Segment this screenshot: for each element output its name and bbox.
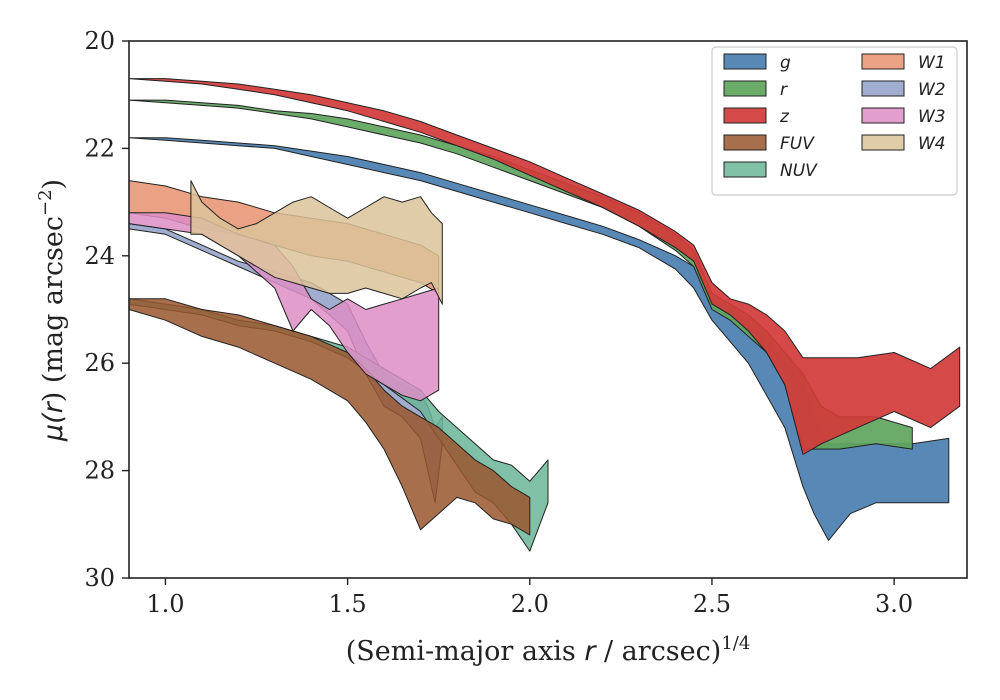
y-tick-label: 26: [84, 349, 115, 377]
legend-label-w2: W2: [918, 80, 946, 100]
x-axis-label-sup: 1/4: [721, 633, 750, 654]
y-tick-label: 30: [84, 564, 115, 592]
legend-label-w4: W4: [918, 134, 946, 154]
legend: grz FUV NUV W1 W2 W3 W4: [711, 46, 958, 196]
x-tick-label: 2.0: [511, 590, 549, 618]
x-axis-label-main: (Semi-major axis: [346, 636, 585, 667]
x-axis-label-var: r: [584, 636, 597, 667]
x-tick-label: 3.0: [875, 590, 913, 618]
series-band-fuv: [128, 298, 531, 536]
legend-label-nuv: NUV: [780, 161, 818, 181]
legend-label-fuv: FUV: [780, 134, 815, 154]
y-axis-label-end: ): [38, 179, 69, 190]
x-axis-label: (Semi-major axis r / arcsec)1/4: [346, 633, 751, 667]
plot-frame: [128, 40, 968, 579]
x-axis: 1.0 1.5 2.0 2.5 3.0: [146, 578, 913, 618]
y-axis-label-rest: ) (mag arcsec: [38, 216, 69, 402]
y-axis-label-sup: −2: [35, 189, 56, 216]
y-tick-label: 22: [84, 134, 115, 162]
y-axis-label: μ(r) (mag arcsec−2): [35, 179, 69, 442]
x-axis-label-rest: / arcsec): [595, 636, 721, 667]
legend-item-z: z: [723, 107, 790, 127]
legend-label-w3: W3: [918, 107, 946, 127]
legend-swatch-w2: [861, 80, 905, 97]
legend-swatch-fuv: [723, 134, 767, 151]
legend-item-w3: W3: [861, 107, 946, 127]
series-band-z: [128, 78, 961, 455]
legend-swatch-w3: [861, 107, 905, 124]
y-axis-label-mu: μ(: [38, 412, 69, 442]
x-tick-label: 2.5: [693, 590, 731, 618]
y-tick-label: 20: [84, 27, 115, 55]
legend-entries: grz FUV NUV W1 W2 W3 W4: [723, 53, 946, 181]
legend-label-g: g: [780, 53, 791, 73]
legend-item-w1: W1: [861, 53, 946, 73]
legend-item-w4: W4: [861, 134, 946, 154]
legend-label-r: r: [780, 80, 788, 100]
y-axis-label-var: r: [38, 400, 69, 413]
legend-swatch-w4: [861, 134, 905, 151]
legend-item-nuv: NUV: [723, 161, 818, 181]
series-band-g: [128, 137, 950, 541]
legend-swatch-g: [723, 53, 767, 70]
series-layer: [128, 78, 961, 552]
legend-swatch-z: [723, 107, 767, 124]
x-tick-label: 1.5: [329, 590, 367, 618]
series-band-w4: [190, 180, 443, 305]
legend-label-w1: W1: [918, 53, 946, 73]
legend-item-fuv: FUV: [723, 134, 815, 154]
legend-item-w2: W2: [861, 80, 946, 100]
legend-label-z: z: [779, 107, 790, 127]
legend-swatch-r: [723, 80, 767, 97]
legend-swatch-nuv: [723, 161, 767, 178]
x-tick-label: 1.0: [146, 590, 184, 618]
y-tick-label: 28: [84, 457, 115, 485]
y-axis: 20 22 24 26 28 30: [84, 27, 129, 592]
y-tick-label: 24: [84, 242, 115, 270]
legend-item-r: r: [723, 80, 788, 100]
legend-swatch-w1: [861, 53, 905, 70]
legend-item-g: g: [723, 53, 791, 73]
